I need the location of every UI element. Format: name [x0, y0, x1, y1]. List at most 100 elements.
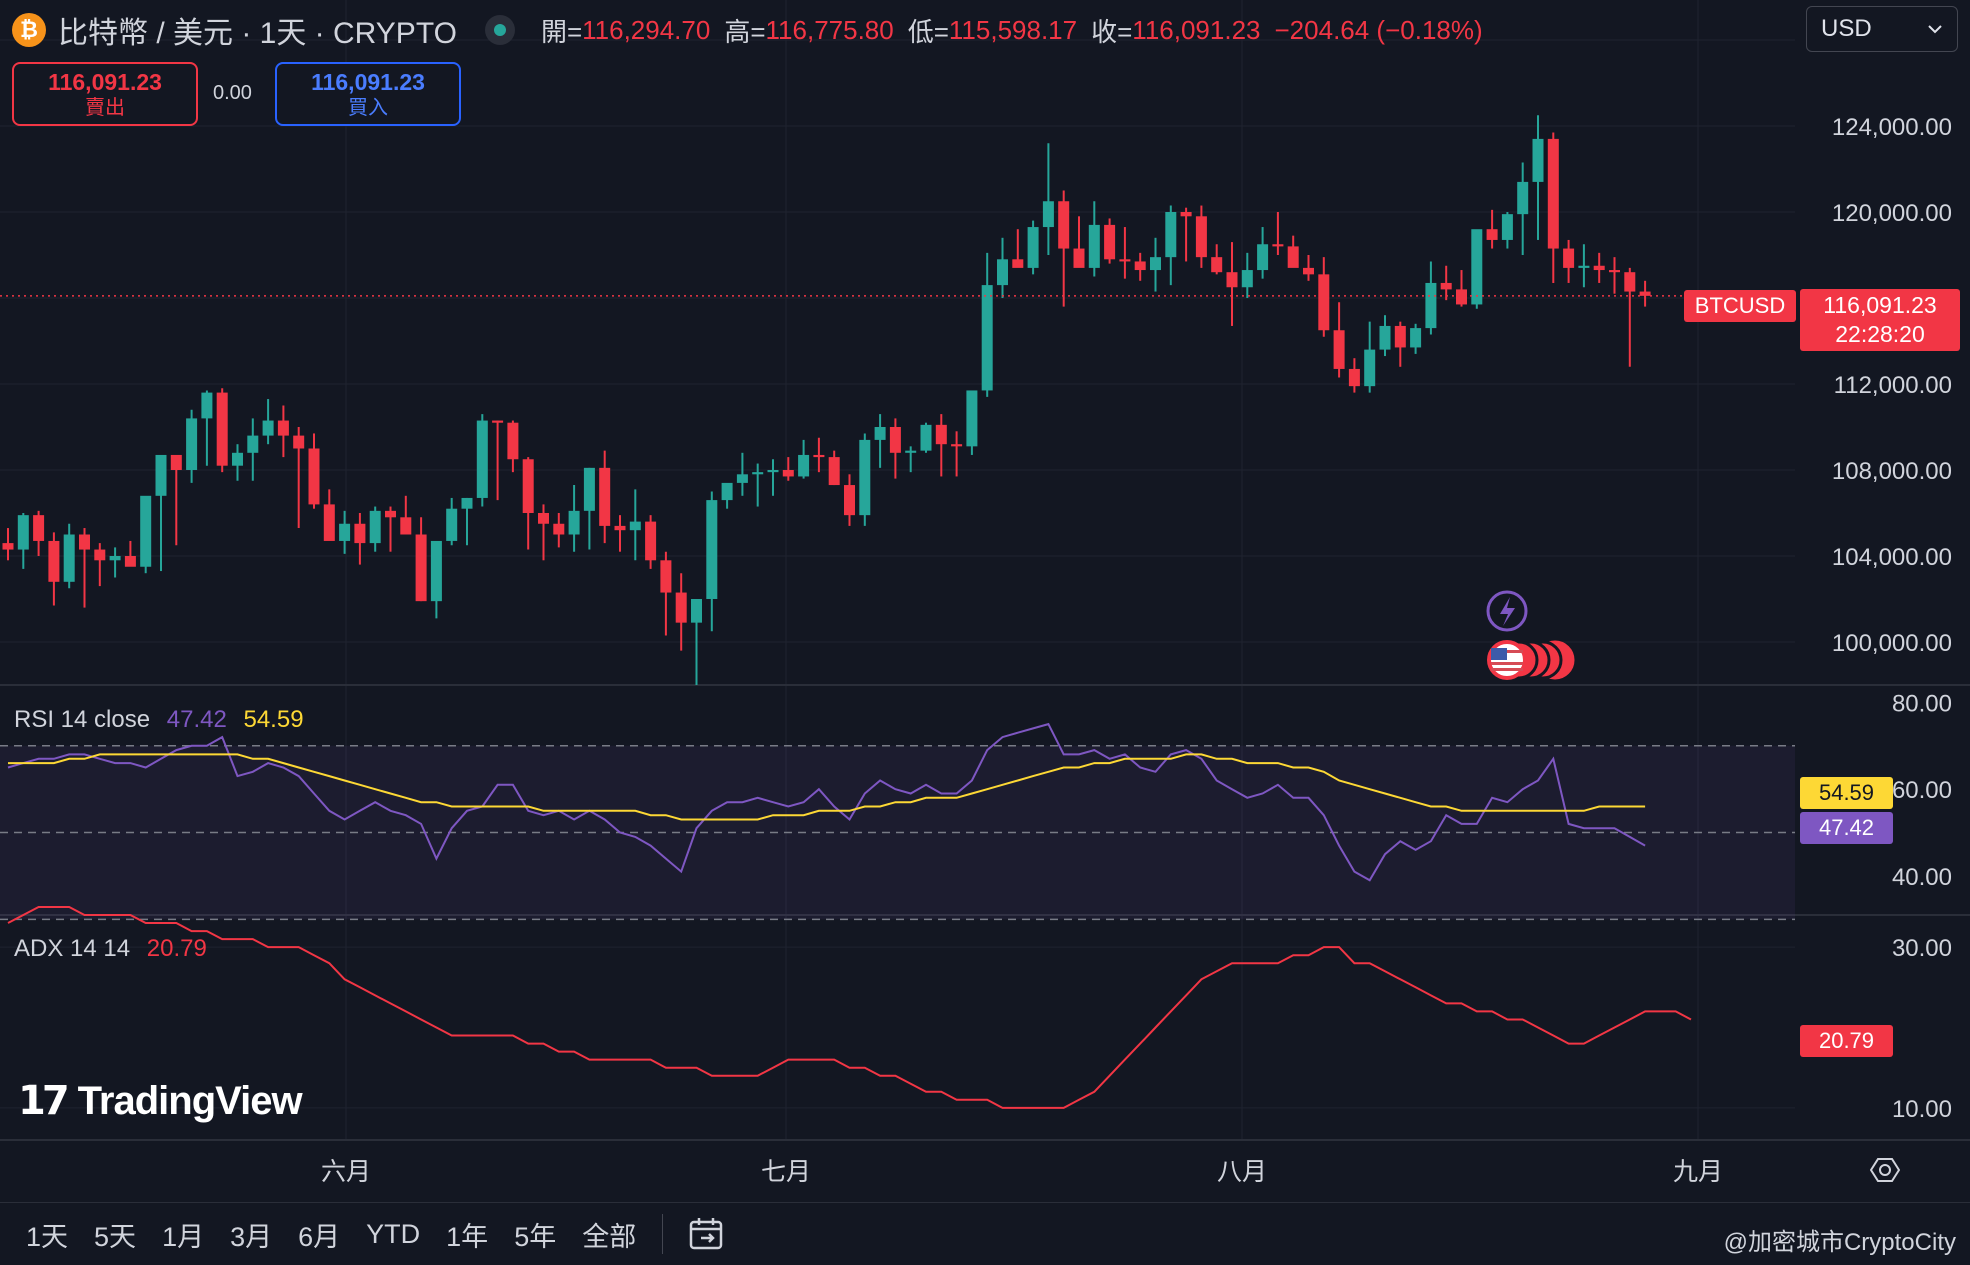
candle-body [1456, 289, 1467, 305]
rsi-price-tag: 47.42 [1800, 812, 1893, 844]
candle-body [905, 450, 917, 453]
candle-body [48, 540, 60, 582]
candle-body [507, 422, 519, 460]
spread-value: 0.00 [213, 82, 252, 104]
sell-button[interactable]: 116,091.23 賣出 [12, 62, 198, 126]
adx-title: ADX 14 14 [14, 935, 131, 962]
calendar-icon[interactable] [687, 1214, 727, 1254]
last-price-value: 116,091.23 [1823, 292, 1937, 318]
candle-body [109, 556, 121, 561]
candle-body [614, 525, 626, 531]
close-value: 116,091.23 [1132, 14, 1261, 45]
event-markers[interactable] [1486, 590, 1575, 680]
tf-1y-button[interactable]: 1年 [446, 1221, 489, 1252]
candle-body [186, 418, 198, 470]
currency-value: USD [1821, 15, 1872, 42]
candle-body [920, 424, 932, 451]
candle-body [859, 439, 871, 516]
candle-body [691, 599, 702, 623]
candle-body [1272, 244, 1284, 247]
tf-1d-button[interactable]: 1天 [26, 1221, 69, 1252]
tf-all-button[interactable]: 全部 [582, 1221, 637, 1252]
candle-body [706, 500, 718, 599]
timeframe-bar: 1天 5天 1月 3月 6月 YTD 1年 5年 全部 [0, 1202, 1970, 1265]
currency-select[interactable]: USD [1806, 6, 1958, 52]
symbol-title[interactable]: 比特幣 / 美元 · 1天 · CRYPTO [58, 17, 457, 50]
price-axis-label: 108,000.00 [1832, 458, 1952, 485]
candle-body [446, 508, 458, 541]
price-axis-label: 112,000.00 [1834, 372, 1952, 399]
candle-body [1593, 265, 1605, 271]
candle-body [140, 495, 152, 567]
market-status-icon[interactable] [484, 15, 515, 45]
candle-body [813, 454, 825, 458]
candle-body [1639, 291, 1651, 296]
rsi-legend[interactable]: RSI 14 close 47.42 54.59 [14, 706, 304, 734]
sell-label: 賣出 [85, 96, 125, 119]
axis-labels: 六月七月八月九月128,000.00124,000.00120,000.0011… [321, 28, 1952, 1186]
candle-body [1609, 270, 1620, 273]
candle-body [1394, 325, 1406, 348]
tf-5d-button[interactable]: 5天 [94, 1221, 137, 1252]
lightning-event-glyph [1500, 597, 1515, 626]
candle-body [1257, 244, 1269, 271]
candle-body [1486, 229, 1498, 240]
candle-body [721, 482, 733, 501]
tradingview-logo[interactable]: 17 TradingView [18, 1078, 303, 1124]
rsi-ma-tag-value: 54.59 [1818, 780, 1875, 805]
candle-body [1027, 227, 1039, 268]
candle-body [951, 444, 963, 447]
candle-body [124, 556, 136, 567]
candle-body [2, 543, 14, 550]
candle-body [629, 521, 641, 531]
time-axis-label: 六月 [321, 1158, 371, 1186]
settings-icon[interactable] [1870, 1155, 1900, 1185]
candle-body [1410, 328, 1422, 348]
us-flag-icon-group [1487, 640, 1575, 680]
candle-body [1379, 325, 1391, 350]
sell-price: 116,091.23 [48, 68, 162, 95]
candle-body [1211, 257, 1223, 273]
rsi-ma-line [8, 753, 1646, 821]
adx-axis-label: 30.00 [1892, 935, 1952, 962]
candle-body [323, 504, 335, 541]
candle-body [767, 470, 779, 473]
tf-ytd-button[interactable]: YTD [366, 1218, 421, 1249]
candle-body [874, 427, 886, 440]
tf-1m-button[interactable]: 1月 [162, 1221, 205, 1252]
candle-body [1364, 349, 1376, 387]
candle-body [660, 560, 672, 593]
candle-body [1119, 259, 1131, 262]
candle-body [675, 592, 687, 623]
candle-body [752, 472, 764, 475]
close-label: 收= [1091, 16, 1133, 47]
adx-legend[interactable]: ADX 14 14 20.79 [14, 935, 207, 963]
candlestick-series[interactable] [0, 115, 1795, 685]
pane-separators [0, 684, 1970, 1141]
candle-body [935, 424, 947, 445]
candle-body [415, 534, 427, 602]
price-axis-label: 124,000.00 [1832, 114, 1952, 141]
candle-body [354, 523, 366, 544]
candle-body [201, 392, 213, 419]
time-axis-label: 七月 [761, 1158, 811, 1186]
candle-body [1532, 138, 1544, 182]
rsi-ma-value: 54.59 [243, 706, 304, 733]
candle-body [1241, 270, 1253, 288]
low-label: 低= [907, 16, 949, 47]
candle-body [1088, 224, 1100, 268]
rsi-line [7, 722, 1646, 882]
candle-body [583, 467, 595, 511]
tf-3m-button[interactable]: 3月 [230, 1221, 273, 1252]
candle-body [1440, 282, 1452, 290]
buy-label: 買入 [348, 96, 388, 119]
adx-price-tag: 20.79 [1800, 1025, 1893, 1057]
tf-6m-button[interactable]: 6月 [298, 1221, 341, 1252]
tf-5y-button[interactable]: 5年 [514, 1221, 557, 1252]
rsi-pane[interactable] [0, 722, 1795, 921]
candle-body [461, 497, 473, 509]
buy-button[interactable]: 116,091.23 買入 [275, 62, 461, 126]
low-value: 115,598.17 [948, 14, 1078, 45]
adx-pane[interactable] [7, 906, 1692, 1109]
